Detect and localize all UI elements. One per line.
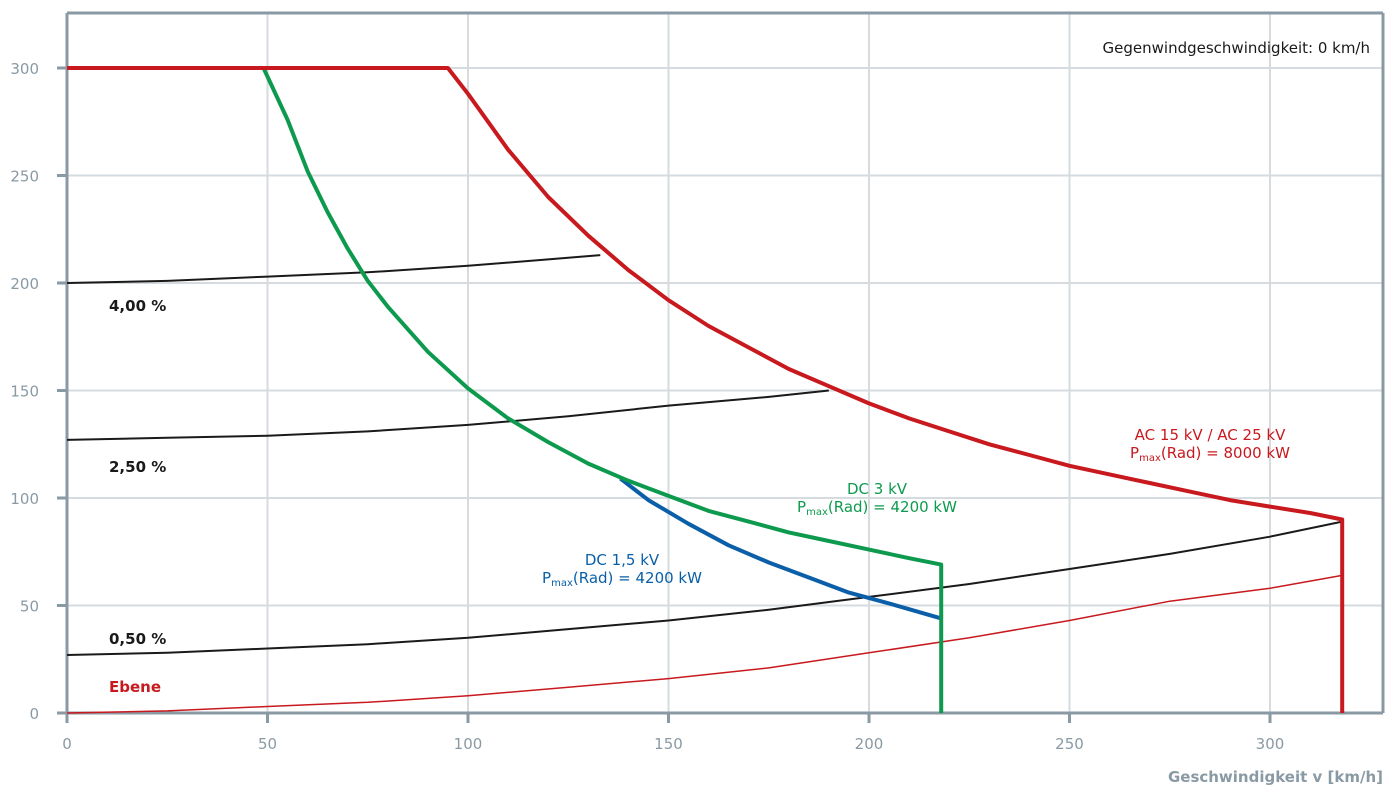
series-line-dc-3-kv — [67, 66, 944, 713]
gradient-label: Ebene — [109, 678, 161, 696]
x-axis-ticks: 0 50 100 150 200 250 300 — [62, 713, 1284, 753]
gradient-label: 4,00 % — [109, 297, 166, 315]
series-label-title: DC 1,5 kV — [585, 551, 660, 569]
x-tick-label: 200 — [855, 735, 884, 753]
series-line-4-00- — [66, 254, 601, 284]
y-tick-label: 0 — [29, 705, 39, 723]
series-lines — [66, 66, 1345, 714]
y-tick-label: 300 — [10, 60, 39, 78]
grid-lines — [67, 13, 1383, 713]
x-tick-label: 0 — [62, 735, 72, 753]
series-label-power: Pmax(Rad) = 4200 kW — [542, 569, 702, 589]
series-label-title: DC 3 kV — [847, 480, 908, 498]
series-line-dc-1-5-kv — [619, 477, 942, 621]
x-tick-label: 300 — [1256, 735, 1285, 753]
y-tick-label: 50 — [20, 598, 39, 616]
series-label-title: AC 15 kV / AC 25 kV — [1135, 426, 1286, 444]
x-tick-label: 100 — [454, 735, 483, 753]
x-tick-label: 250 — [1055, 735, 1084, 753]
y-axis-ticks: 0 50 100 150 200 250 300 — [10, 60, 67, 723]
x-axis-label: Geschwindigkeit v [km/h] — [1168, 768, 1383, 786]
series-line-ac-15-kv-ac-25-kv — [67, 66, 1345, 713]
headwind-annotation: Gegenwindgeschwindigkeit: 0 km/h — [1103, 39, 1370, 57]
series-line-0-50- — [66, 520, 1343, 656]
series-label-power: Pmax(Rad) = 8000 kW — [1130, 444, 1290, 464]
series-line-2-50- — [66, 389, 830, 441]
gradient-label: 0,50 % — [109, 630, 166, 648]
series-line-ebene — [66, 574, 1343, 714]
axes — [65, 11, 1385, 715]
y-tick-label: 150 — [10, 383, 39, 401]
series-label-power: Pmax(Rad) = 4200 kW — [797, 498, 957, 518]
x-tick-label: 50 — [258, 735, 277, 753]
y-tick-label: 200 — [10, 275, 39, 293]
y-tick-label: 250 — [10, 168, 39, 186]
x-tick-label: 150 — [654, 735, 683, 753]
gradient-label: 2,50 % — [109, 458, 166, 476]
y-tick-label: 100 — [10, 490, 39, 508]
